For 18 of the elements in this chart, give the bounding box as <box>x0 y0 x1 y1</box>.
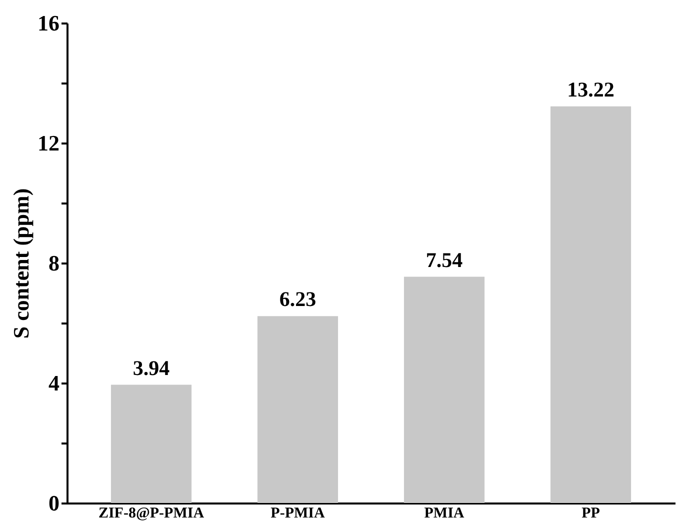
x-tick-label: ZIF-8@P-PMIA <box>98 506 204 522</box>
bar <box>257 316 338 503</box>
bar <box>550 106 632 503</box>
data-label: 13.22 <box>567 77 614 102</box>
bar <box>110 384 192 503</box>
y-tick-label: 16 <box>38 10 60 36</box>
y-tick-label: 12 <box>38 130 60 156</box>
x-tick-label: PP <box>582 506 600 522</box>
bar <box>404 276 485 503</box>
data-label: 6.23 <box>279 287 316 312</box>
y-tick-label: 0 <box>48 490 60 516</box>
y-tick-label: 8 <box>48 250 60 276</box>
x-tick-label: PMIA <box>424 506 464 522</box>
y-axis-title: S content (ppm) <box>8 188 34 339</box>
x-tick-label: P-PMIA <box>270 506 325 522</box>
data-label: 7.54 <box>426 248 464 272</box>
data-label: 3.94 <box>132 356 170 380</box>
y-tick-label: 4 <box>48 370 60 396</box>
